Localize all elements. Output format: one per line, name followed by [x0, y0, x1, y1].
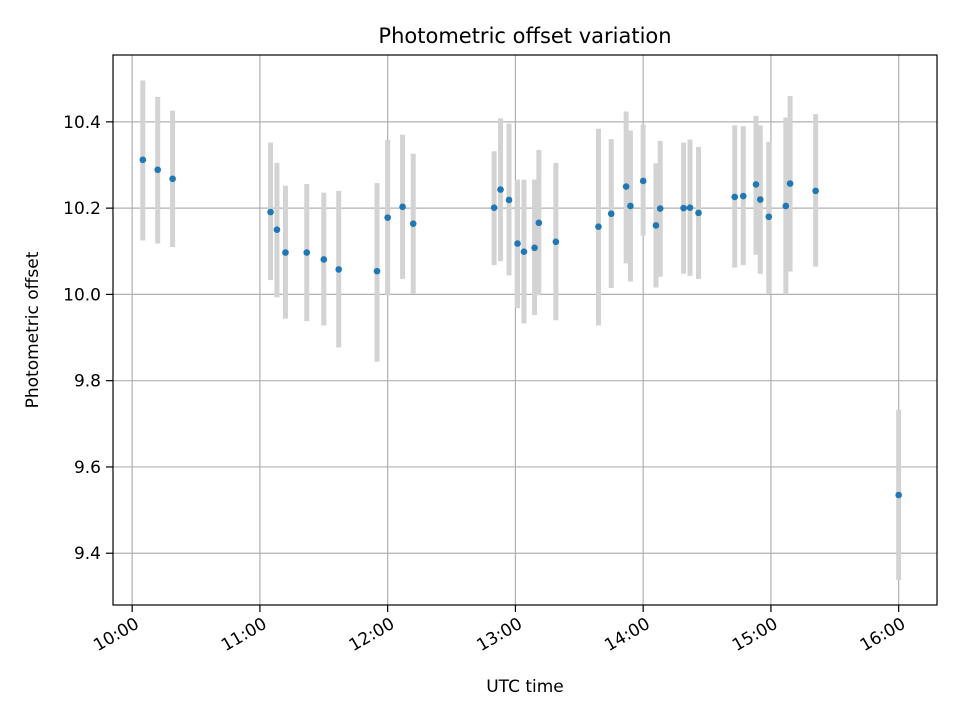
- data-point: [409, 220, 417, 227]
- y-tick-label: 9.6: [74, 458, 101, 478]
- data-point: [373, 267, 381, 275]
- data-point: [639, 177, 647, 185]
- data-point: [154, 166, 162, 174]
- data-point: [552, 238, 560, 246]
- data-point: [320, 256, 328, 263]
- x-axis-label: UTC time: [486, 677, 564, 697]
- data-point: [786, 180, 794, 187]
- data-point: [169, 175, 176, 183]
- data-point: [752, 181, 760, 188]
- data-point: [895, 491, 902, 499]
- data-point: [273, 226, 281, 234]
- chart-title: Photometric offset variation: [378, 24, 671, 48]
- y-tick-label: 9.8: [74, 372, 101, 392]
- data-point: [812, 187, 819, 195]
- y-tick-label: 10.0: [63, 285, 101, 305]
- data-point: [595, 223, 602, 230]
- y-axis-label: Photometric offset: [23, 251, 43, 408]
- data-point: [739, 192, 747, 200]
- data-point: [535, 219, 543, 227]
- plot-frame: [112, 54, 938, 606]
- data-point: [656, 205, 664, 212]
- data-point: [497, 186, 504, 193]
- data-point: [505, 196, 513, 204]
- y-tick-label: 10.4: [63, 113, 101, 133]
- data-point: [686, 204, 694, 212]
- data-point: [282, 249, 289, 256]
- data-point: [531, 244, 538, 252]
- data-point: [139, 156, 147, 164]
- y-axis-ticks: 9.4 9.6 9.8 10.0 10.2 10.4: [63, 113, 113, 564]
- data-point: [652, 222, 660, 229]
- data-point: [303, 249, 311, 256]
- data-point: [622, 183, 630, 190]
- data-point: [782, 202, 790, 210]
- data-point: [267, 208, 274, 216]
- data-point: [765, 213, 773, 221]
- data-point: [731, 193, 739, 201]
- y-tick-label: 10.2: [63, 199, 101, 219]
- data-point: [384, 214, 391, 221]
- data-point: [520, 248, 528, 256]
- data-point: [756, 196, 764, 203]
- data-point: [335, 266, 342, 273]
- data-point: [680, 204, 687, 212]
- data-point: [607, 210, 615, 218]
- data-point: [514, 240, 521, 247]
- data-point: [695, 209, 702, 217]
- data-point: [627, 202, 634, 210]
- data-points: [139, 156, 902, 499]
- data-point: [490, 204, 498, 212]
- data-point: [399, 203, 406, 211]
- y-tick-label: 9.4: [74, 544, 101, 564]
